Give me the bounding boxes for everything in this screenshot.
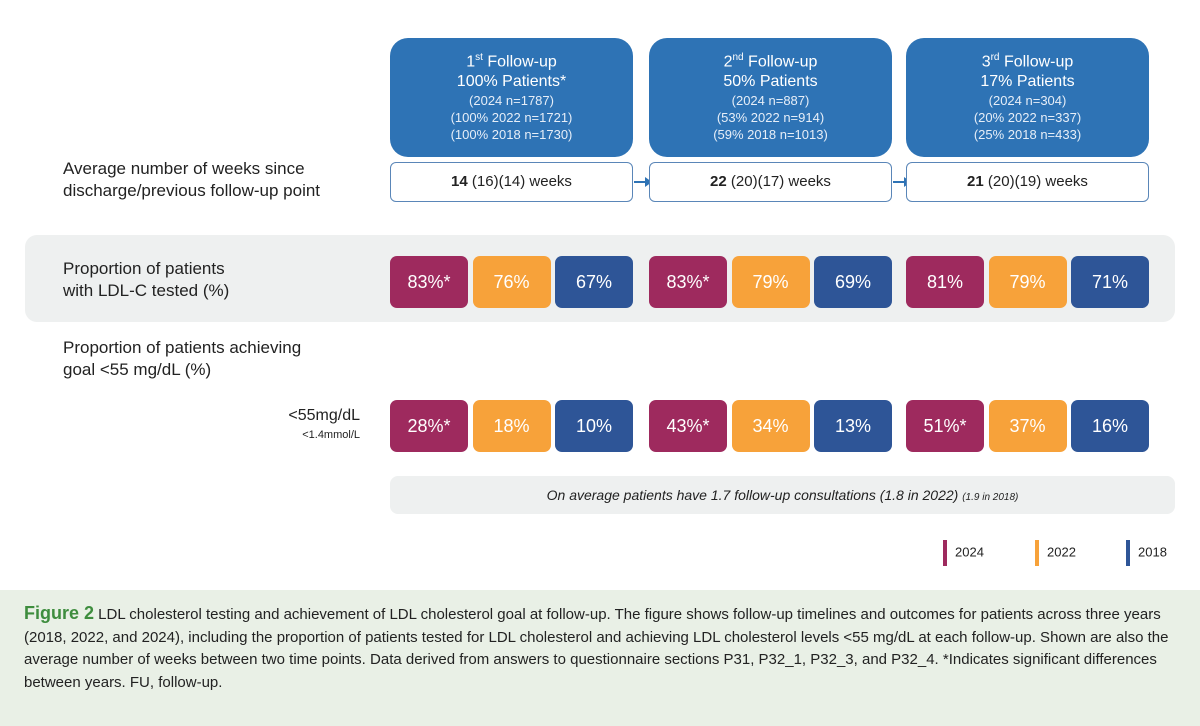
goal-label-line2: goal <55 mg/dL (%) xyxy=(63,360,212,379)
legend-label: 2024 xyxy=(955,544,984,560)
followup-n2018: (59% 2018 n=1013) xyxy=(713,127,828,143)
tested-tile: 71% xyxy=(1071,256,1149,308)
tested-tile: 79% xyxy=(731,256,810,308)
goal-tile: 37% xyxy=(988,400,1067,452)
legend-label: 2018 xyxy=(1138,544,1167,560)
tested-label-line1: Proportion of patients xyxy=(63,259,225,278)
weeks-box-3: 21 (20)(19) weeks xyxy=(906,162,1149,202)
followup-patients: 100% Patients* xyxy=(456,73,567,91)
goal-tile: 18% xyxy=(472,400,551,452)
weeks-rest: (20)(19) weeks xyxy=(983,173,1088,190)
weeks-box-2: 22 (20)(17) weeks xyxy=(649,162,892,202)
goal-label: Proportion of patients achieving goal <55… xyxy=(63,337,301,381)
goal-tile: 28%* xyxy=(390,400,468,452)
goal-mmol: <1.4mmol/L xyxy=(302,429,360,441)
tested-label-line2: with LDL-C tested (%) xyxy=(63,281,230,300)
followup-title: 3rd Follow-up xyxy=(981,52,1074,71)
followup-box-3: 3rd Follow-up 17% Patients (2024 n=304) … xyxy=(906,38,1149,157)
weeks-label-line1: Average number of weeks since xyxy=(63,159,305,178)
followup-n2022: (100% 2022 n=1721) xyxy=(450,110,573,126)
tested-tile: 83%* xyxy=(649,256,727,308)
goal-tile: 34% xyxy=(731,400,810,452)
weeks-label-line2: discharge/previous follow-up point xyxy=(63,181,321,200)
tested-tile: 67% xyxy=(555,256,633,308)
legend-2022: 2022 xyxy=(1035,540,1076,566)
legend-swatch-2024 xyxy=(943,540,947,566)
tested-tile: 83%* xyxy=(390,256,468,308)
note-small: (1.9 in 2018) xyxy=(962,492,1019,503)
note-text: On average patients have 1.7 follow-up c… xyxy=(546,487,959,503)
followup-n2024: (2024 n=1787) xyxy=(469,93,554,109)
average-consultations-note: On average patients have 1.7 follow-up c… xyxy=(390,476,1175,514)
weeks-rest: (20)(17) weeks xyxy=(726,173,831,190)
legend-2018: 2018 xyxy=(1126,540,1167,566)
goal-tile: 51%* xyxy=(906,400,984,452)
followup-n2018: (25% 2018 n=433) xyxy=(973,127,1082,143)
figure-caption: Figure 2 LDL cholesterol testing and ach… xyxy=(0,590,1200,726)
goal-tile: 10% xyxy=(555,400,633,452)
tested-label: Proportion of patients with LDL-C tested … xyxy=(63,258,229,302)
followup-box-1: 1st Follow-up 100% Patients* (2024 n=178… xyxy=(390,38,633,157)
followup-n2024: (2024 n=304) xyxy=(988,93,1067,109)
followup-n2022: (20% 2022 n=337) xyxy=(973,110,1082,126)
weeks-value: 21 xyxy=(967,173,984,190)
tested-tile: 79% xyxy=(988,256,1067,308)
caption-text: LDL cholesterol testing and achievement … xyxy=(24,606,1169,691)
followup-patients: 17% Patients xyxy=(980,73,1075,91)
followup-patients: 50% Patients xyxy=(723,73,818,91)
figure-label: Figure 2 xyxy=(24,603,95,623)
followup-title: 2nd Follow-up xyxy=(723,52,818,71)
weeks-value: 14 xyxy=(451,173,468,190)
weeks-box-1: 14 (16)(14) weeks xyxy=(390,162,633,202)
followup-n2024: (2024 n=887) xyxy=(731,93,810,109)
goal-mg: <55mg/dL xyxy=(288,407,360,424)
followup-n2018: (100% 2018 n=1730) xyxy=(450,127,573,143)
goal-label-line1: Proportion of patients achieving xyxy=(63,338,302,357)
tested-tile: 76% xyxy=(472,256,551,308)
followup-n2022: (53% 2022 n=914) xyxy=(716,110,825,126)
tested-tile: 81% xyxy=(906,256,984,308)
legend-label: 2022 xyxy=(1047,544,1076,560)
goal-tile: 16% xyxy=(1071,400,1149,452)
legend-swatch-2018 xyxy=(1126,540,1130,566)
weeks-rest: (16)(14) weeks xyxy=(467,173,572,190)
weeks-label: Average number of weeks since discharge/p… xyxy=(63,158,320,202)
followup-box-2: 2nd Follow-up 50% Patients (2024 n=887) … xyxy=(649,38,892,157)
arrow-icon xyxy=(634,177,652,187)
tested-tile: 69% xyxy=(814,256,892,308)
followup-title: 1st Follow-up xyxy=(466,52,557,71)
legend-swatch-2022 xyxy=(1035,540,1039,566)
weeks-value: 22 xyxy=(710,173,727,190)
goal-tile: 43%* xyxy=(649,400,727,452)
legend-2024: 2024 xyxy=(943,540,984,566)
goal-tile: 13% xyxy=(814,400,892,452)
